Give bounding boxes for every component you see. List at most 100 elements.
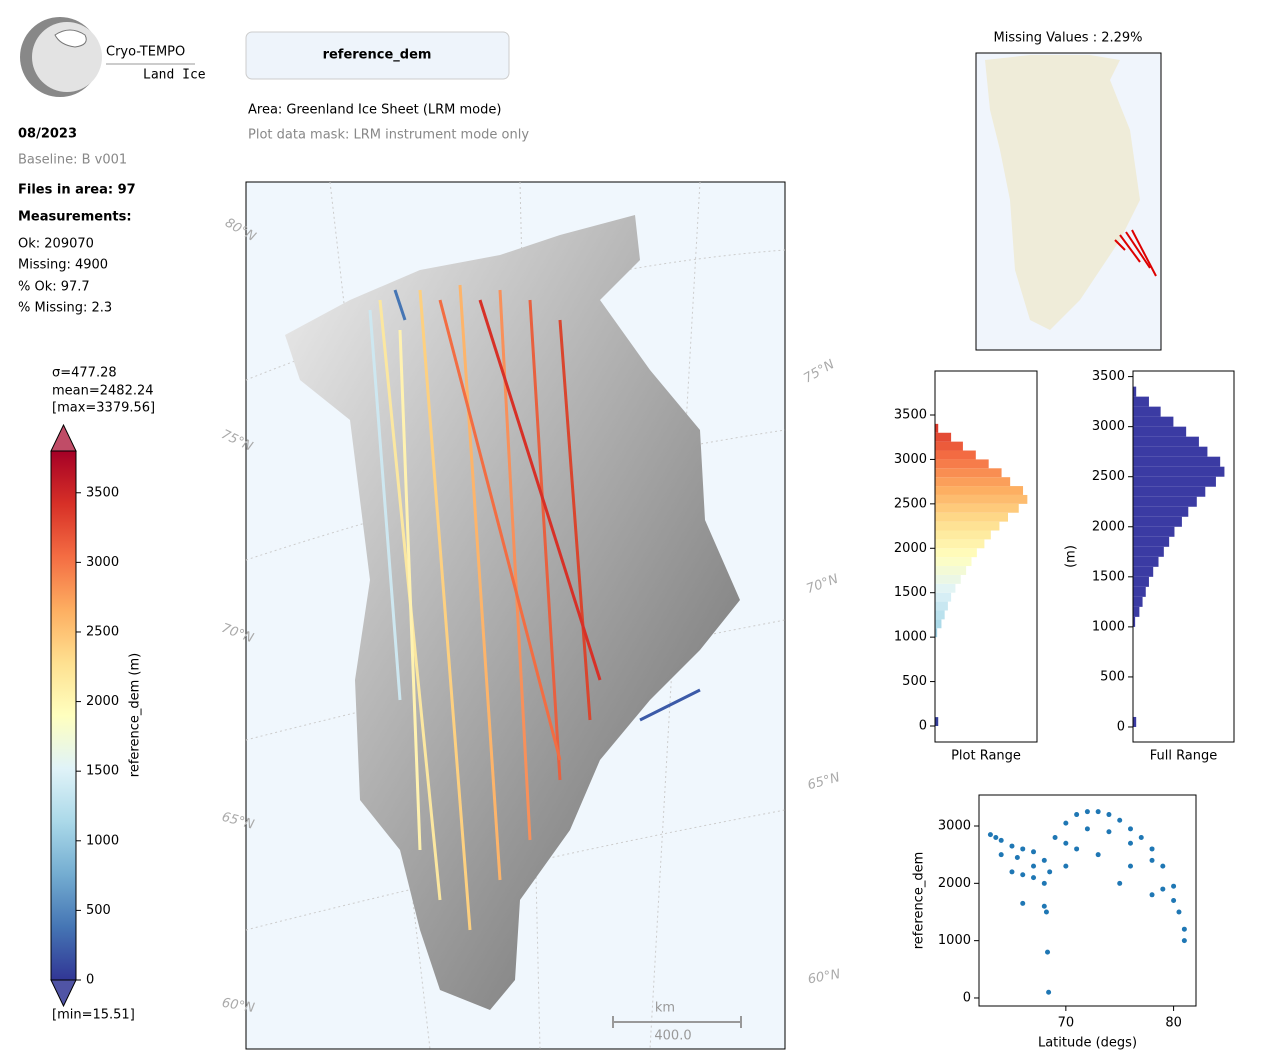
scatter-point: [1171, 883, 1177, 889]
logo-subtitle: Land Ice: [143, 68, 206, 83]
axes-frame: [934, 370, 1038, 743]
histogram-bar: [935, 432, 952, 442]
scatter-point: [1106, 829, 1112, 835]
y-axis-label: reference_dem: [912, 852, 927, 950]
y-tick-label: 1000: [938, 933, 971, 948]
y-tick-label: 3500: [86, 485, 119, 500]
title-box: [245, 31, 510, 80]
histogram-bar: [1133, 556, 1159, 567]
histogram-bar: [935, 717, 939, 727]
files: Files in area: 97: [18, 183, 136, 198]
scatter-point: [1117, 880, 1123, 886]
histogram-bar: [1133, 716, 1137, 727]
x-axis-label: Latitude (degs): [1038, 1036, 1137, 1051]
scatter-point: [1149, 857, 1155, 863]
missing-title: Missing Values : 2.29%: [993, 31, 1142, 46]
scatter-point: [1020, 846, 1026, 852]
histogram-bar: [1133, 516, 1182, 527]
x-axis-label: Plot Range: [951, 749, 1021, 764]
histogram-bar: [1133, 476, 1216, 487]
y-tick-label: 2500: [86, 624, 119, 639]
histogram-bar: [1133, 586, 1146, 597]
y-tick-label: 1500: [86, 764, 119, 779]
histogram-bar: [1133, 446, 1208, 457]
scatter-point: [998, 837, 1004, 843]
colorbar-label: reference_dem (m): [128, 653, 143, 777]
y-tick-label: 2000: [894, 541, 927, 556]
histogram-bar: [935, 628, 938, 638]
baseline: Baseline: B v001: [18, 153, 127, 168]
scatter-point: [1181, 938, 1187, 944]
scatter-point: [1160, 863, 1166, 869]
lat-label: 75°N: [801, 357, 837, 387]
scatter-point: [1031, 849, 1037, 855]
scatter-point: [1095, 852, 1101, 858]
scatter-point: [1176, 909, 1182, 915]
y-tick-label: 1000: [894, 630, 927, 645]
annotation: [max=3379.56]: [52, 401, 155, 416]
scatter-point: [1084, 826, 1090, 832]
scatter-point: [987, 832, 993, 838]
y-tick-label: 2500: [894, 496, 927, 511]
logo: Cryo-TEMPO Land Ice: [20, 17, 206, 97]
scatter-point: [1117, 817, 1123, 823]
logo-title: Cryo-TEMPO: [106, 45, 185, 60]
scatter-point: [1095, 809, 1101, 815]
y-tick-label: 2000: [938, 876, 971, 891]
histogram-bar: [935, 503, 1019, 513]
scatter-point: [1063, 863, 1069, 869]
colorbar-extend-max: [50, 423, 77, 452]
y-tick-label: 1000: [1092, 619, 1125, 634]
y-tick-label: 2000: [86, 694, 119, 709]
map: 80°N 75°N 70°N 65°N 60°N 75°N 70°N 65°N …: [219, 181, 842, 1050]
y-tick-label: 2000: [1092, 519, 1125, 534]
y-tick-label: 1000: [86, 833, 119, 848]
y-tick-label: 500: [1100, 669, 1125, 684]
annotation: [min=15.51]: [52, 1008, 135, 1023]
histogram-bar: [935, 619, 942, 629]
histogram-bar: [1133, 396, 1149, 407]
y-tick-label: 2500: [1092, 469, 1125, 484]
scatter-point: [1149, 892, 1155, 898]
y-tick-label: 0: [919, 719, 927, 734]
histogram-bar: [1133, 436, 1199, 447]
histogram-bar: [935, 486, 1024, 495]
histogram-bar: [1133, 596, 1143, 607]
missing-map: [975, 52, 1162, 351]
scatter-point: [1020, 872, 1026, 878]
histogram-bar: [935, 477, 1011, 487]
y-axis-label: (m): [1064, 545, 1079, 568]
x-axis-label: Full Range: [1150, 749, 1218, 764]
histogram-bar: [935, 450, 976, 460]
x-tick-label: 80: [1165, 1016, 1182, 1031]
histogram-bar: [935, 583, 956, 593]
scatter-point: [1009, 869, 1015, 875]
scatter-point: [1052, 834, 1058, 840]
histogram-bar: [1133, 526, 1175, 537]
scatter-point: [1171, 898, 1177, 904]
scatter-point: [1063, 820, 1069, 826]
axes-frame: [1132, 370, 1235, 743]
histogram-bar: [1133, 606, 1140, 617]
annotation: σ=477.28: [52, 366, 117, 381]
y-tick-label: 0: [1117, 719, 1125, 734]
histogram-bar: [1133, 416, 1174, 427]
y-tick-label: 3000: [86, 555, 119, 570]
y-tick-label: 500: [902, 674, 927, 689]
histogram-bar: [1133, 566, 1154, 577]
histogram-bar: [935, 512, 1009, 522]
scatter-point: [1009, 843, 1015, 849]
histogram-bar: [935, 459, 989, 469]
scale-unit: km: [655, 1001, 675, 1016]
annotation: mean=2482.24: [52, 384, 154, 399]
scatter-point: [1041, 903, 1047, 909]
histogram-bar: [935, 610, 945, 620]
scatter-point: [1127, 863, 1133, 869]
histogram-bar: [1133, 496, 1197, 507]
lat-label: 65°N: [806, 770, 842, 793]
scatter-point: [1041, 880, 1047, 886]
y-tick-label: 3500: [894, 407, 927, 422]
lat-label: 60°N: [221, 996, 256, 1017]
histogram-bar: [1133, 536, 1170, 547]
scatter-point: [1074, 812, 1080, 818]
